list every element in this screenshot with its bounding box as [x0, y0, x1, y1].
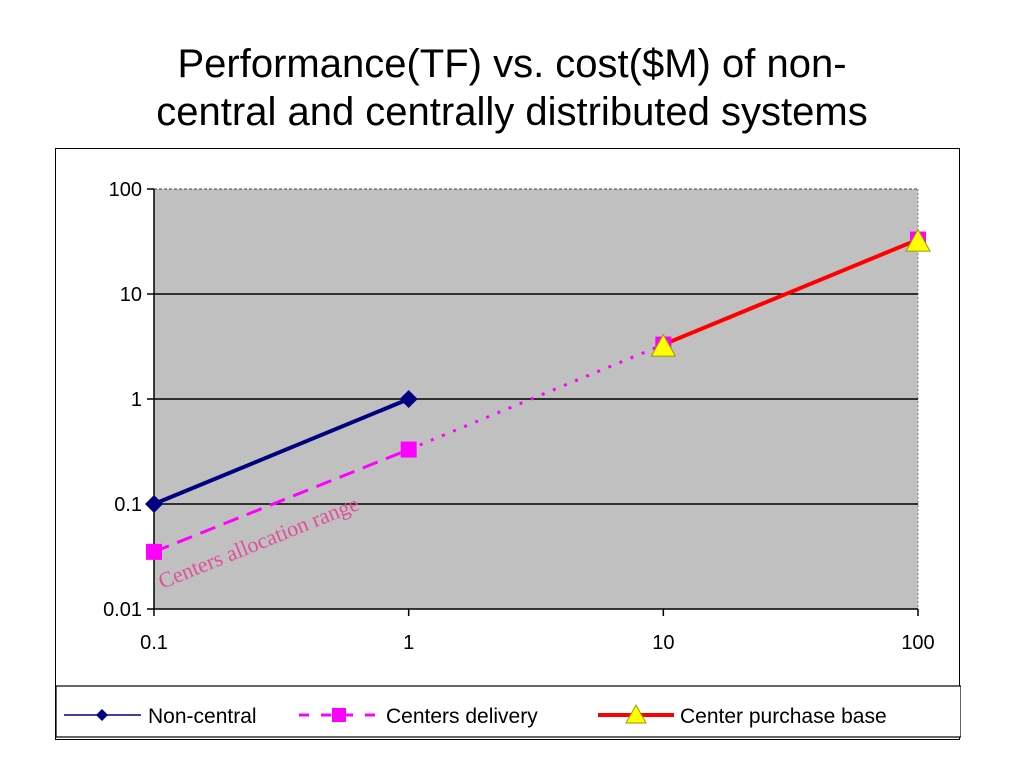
point-non-central-0: [145, 495, 163, 513]
legend-label-centers-delivery: Centers delivery: [386, 705, 538, 728]
legend-marker-center-purchase-base: [625, 703, 647, 724]
x-tick-label-0: 0.1: [140, 632, 168, 654]
series-centers-delivery-line-1: [153, 448, 410, 554]
chart-frame: 100 10 1 0.1 0.01 0.1 1 10 100 Centers allocation…: [55, 148, 961, 740]
y-tick-label-2: 1: [131, 389, 142, 411]
y-tick-label-4: 0.01: [103, 599, 142, 621]
legend: [56, 685, 961, 738]
series-center-purchase-base-line: [662, 237, 919, 347]
chart-title: Performance(TF) vs. cost($M) of non- cen…: [0, 40, 1024, 136]
x-tick-label-2: 10: [652, 632, 674, 654]
y-tick-label-1: 10: [120, 284, 142, 306]
x-tick-label-3: 100: [901, 632, 934, 654]
y-tick-label-0: 100: [109, 179, 142, 201]
point-centers-delivery-1: [400, 441, 417, 458]
chart-title-line-2: central and centrally distributed system…: [156, 90, 868, 134]
point-centers-delivery-0: [146, 543, 162, 560]
series-non-central-line: [153, 397, 410, 506]
point-center-purchase-base-0: [650, 333, 677, 357]
legend-label-non-central: Non-central: [148, 705, 257, 728]
legend-label-center-purchase-base: Center purchase base: [680, 705, 887, 728]
y-tick-label-3: 0.1: [114, 494, 142, 516]
point-center-purchase-base-1: [905, 228, 931, 252]
point-non-central-1: [399, 390, 418, 408]
legend-marker-non-central: [96, 709, 108, 721]
chart-title-line-1: Performance(TF) vs. cost($M) of non-: [177, 42, 847, 86]
legend-marker-centers-delivery: [332, 708, 346, 722]
series-centers-delivery-line-2: [408, 343, 664, 451]
x-tick-label-1: 1: [403, 632, 414, 654]
